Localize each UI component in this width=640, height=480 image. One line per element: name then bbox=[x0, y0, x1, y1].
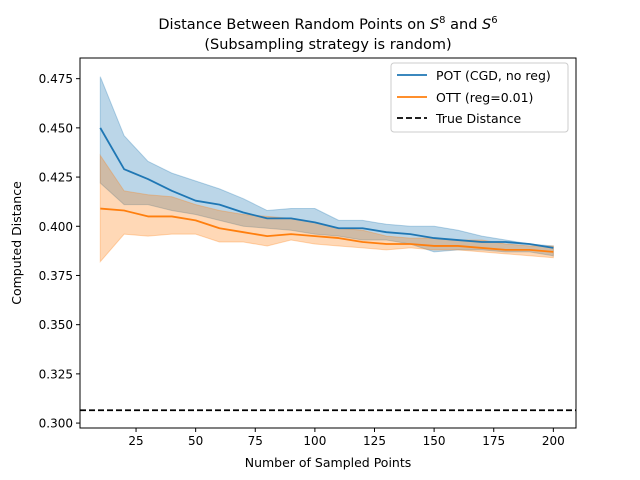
confidence-band-pot-cgd-no-reg bbox=[99, 76, 554, 257]
y-tick-label: 0.475 bbox=[39, 72, 73, 86]
y-tick-label: 0.300 bbox=[39, 417, 73, 431]
x-tick-label: 100 bbox=[303, 434, 326, 448]
x-axis-label: Number of Sampled Points bbox=[245, 455, 412, 470]
y-tick-label: 0.350 bbox=[39, 318, 73, 332]
y-tick-label: 0.375 bbox=[39, 269, 73, 283]
x-tick-label: 200 bbox=[542, 434, 565, 448]
series-line-ott-reg-0-01 bbox=[100, 207, 554, 253]
chart-subtitle: (Subsampling strategy is random) bbox=[204, 37, 451, 53]
y-axis-ticks: 0.300 0.325 0.350 0.375 0.400 0.425 0.450 0.475 bbox=[39, 72, 80, 431]
legend-label-ott: OTT (reg=0.01) bbox=[436, 90, 533, 105]
x-tick-label: 25 bbox=[128, 434, 143, 448]
x-tick-label: 150 bbox=[423, 434, 446, 448]
y-tick-label: 0.425 bbox=[39, 171, 73, 185]
x-tick-label: 175 bbox=[482, 434, 505, 448]
y-tick-label: 0.450 bbox=[39, 121, 73, 135]
x-tick-label: 75 bbox=[248, 434, 263, 448]
plot-frame bbox=[79, 57, 577, 429]
legend-label-true-distance: True Distance bbox=[435, 111, 521, 126]
y-tick-label: 0.325 bbox=[39, 367, 73, 381]
plot-area bbox=[79, 57, 577, 429]
legend-label-pot: POT (CGD, no reg) bbox=[436, 68, 551, 83]
y-axis-label: Computed Distance bbox=[9, 181, 24, 305]
series-line-pot-cgd-no-reg bbox=[99, 127, 554, 249]
x-tick-label: 125 bbox=[363, 434, 386, 448]
x-axis-ticks: 25 50 75 100 125 150 175 200 bbox=[128, 428, 565, 448]
x-tick-label: 50 bbox=[188, 434, 203, 448]
y-tick-label: 0.400 bbox=[39, 220, 73, 234]
legend: POT (CGD, no reg) OTT (reg=0.01) True Di… bbox=[390, 62, 569, 133]
chart-title: Distance Between Random Points on S8 and… bbox=[158, 15, 497, 33]
legend-box bbox=[390, 62, 569, 133]
